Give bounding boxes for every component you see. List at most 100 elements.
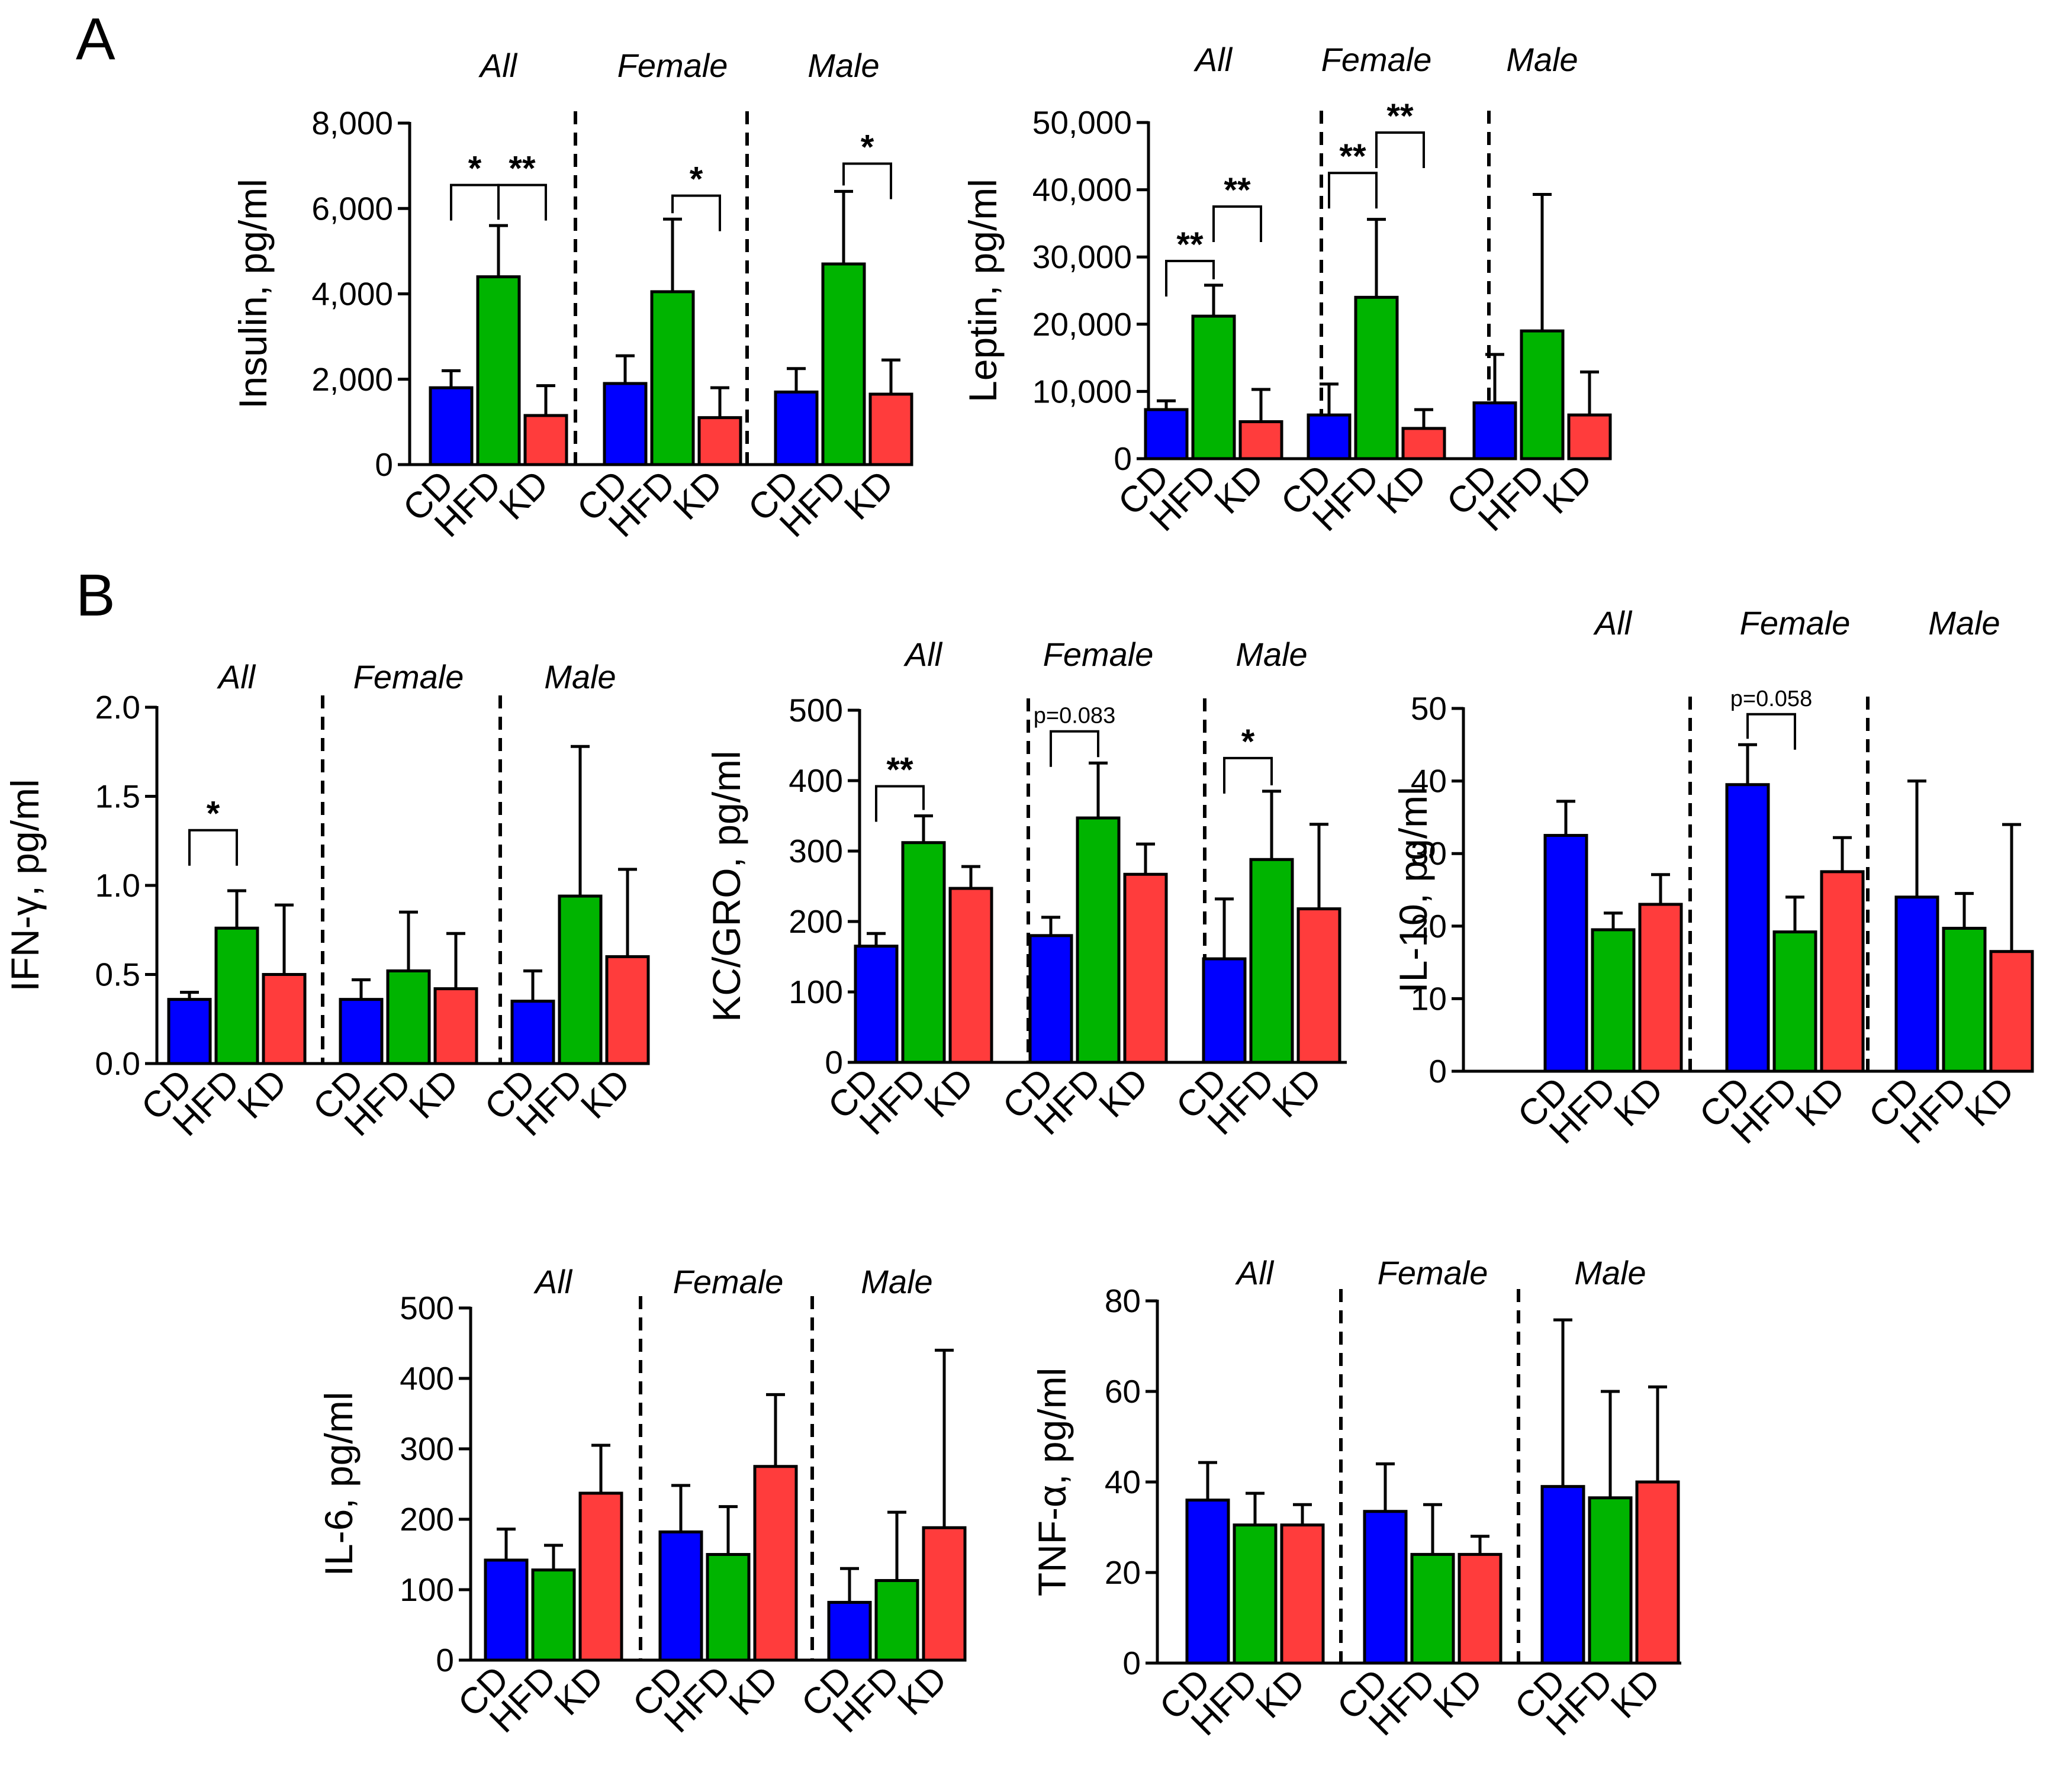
- y-axis-label: KC/GRO, pg/ml: [704, 750, 748, 1022]
- significance-label: *: [861, 128, 874, 167]
- y-axis-label: IFN-γ, pg/ml: [3, 779, 47, 991]
- group-title: Female: [1043, 636, 1154, 673]
- category-label: KD: [836, 463, 902, 528]
- significance-bracket: [842, 162, 892, 199]
- y-axis-label: TNF-α, pg/ml: [1030, 1368, 1074, 1597]
- group-title: Male: [1574, 1254, 1646, 1291]
- bar-hfd: [901, 841, 946, 1064]
- bar-hfd: [1191, 314, 1236, 460]
- bar-cd: [1725, 783, 1770, 1073]
- bar-kd: [1989, 950, 2034, 1073]
- significance-bracket: [875, 785, 925, 822]
- bar-kd: [922, 1526, 967, 1662]
- group-title: All: [1235, 1254, 1275, 1291]
- group-title: All: [903, 636, 943, 673]
- y-tick-label: 10: [1411, 980, 1447, 1017]
- group-title: All: [533, 1263, 573, 1300]
- category-label: KD: [546, 1658, 612, 1723]
- bar-cd: [1202, 957, 1247, 1064]
- bar-cd: [1028, 934, 1073, 1064]
- y-tick-label: 300: [400, 1430, 454, 1467]
- bar-hfd: [214, 926, 259, 1065]
- group-title: All: [478, 47, 518, 84]
- category-label: KD: [1957, 1069, 2022, 1135]
- category-label: KD: [401, 1062, 466, 1127]
- significance-label: p=0.058: [1730, 687, 1812, 711]
- group-title: Female: [673, 1263, 784, 1300]
- y-tick-label: 10,000: [1032, 373, 1132, 410]
- y-tick-label: 30,000: [1032, 239, 1132, 275]
- group-title: Male: [1236, 636, 1307, 673]
- category-label: KD: [573, 1062, 638, 1127]
- chart-leptin: 0 10,000 20,000 30,000 40,000 50,000 Leptin, p…: [961, 41, 1612, 539]
- y-tick-label: 400: [789, 762, 843, 799]
- y-tick-label: 8,000: [311, 105, 393, 141]
- bar-cd: [510, 1000, 555, 1065]
- bar-hfd: [1591, 928, 1636, 1073]
- bar-kd: [262, 973, 307, 1065]
- category-label: KD: [890, 1658, 955, 1723]
- chart-il6: 0 100 200 300 400 500 IL-6, pg/ml All Female Male…: [317, 1263, 967, 1741]
- bar-cd: [774, 390, 819, 466]
- bar-hfd: [1942, 926, 1987, 1073]
- significance-label: p=0.083: [1034, 704, 1115, 729]
- group-title: Male: [1506, 41, 1578, 78]
- category-label: KD: [1091, 1061, 1156, 1126]
- bar-cd: [1185, 1499, 1230, 1665]
- y-tick-label: 500: [789, 692, 843, 729]
- group-title: Male: [544, 658, 616, 695]
- y-tick-label: 40: [1105, 1464, 1141, 1500]
- y-tick-label: 0: [1114, 440, 1132, 477]
- panel-label-a: A: [76, 6, 115, 72]
- y-tick-label: 50: [1411, 690, 1447, 727]
- bar-cd: [1540, 1485, 1585, 1665]
- category-label: KD: [1265, 1061, 1330, 1126]
- bar-kd: [1401, 427, 1446, 460]
- bar-hfd: [1588, 1496, 1633, 1665]
- bar-hfd: [476, 275, 521, 466]
- bar-hfd: [1233, 1523, 1278, 1665]
- group-title: Female: [1740, 604, 1851, 642]
- y-tick-label: 20: [1411, 908, 1447, 945]
- y-tick-label: 60: [1105, 1373, 1141, 1410]
- significance-bracket: [1746, 713, 1796, 750]
- bar-hfd: [821, 262, 866, 466]
- group-title: Female: [1378, 1254, 1488, 1291]
- category-label: KD: [1369, 457, 1434, 522]
- significance-label: **: [1386, 97, 1414, 136]
- significance-label: **: [1339, 137, 1366, 176]
- y-tick-label: 200: [400, 1501, 454, 1538]
- bar-cd: [339, 998, 384, 1065]
- significance-bracket: [1375, 131, 1425, 169]
- bar-cd: [1363, 1510, 1408, 1665]
- y-tick-label: 300: [789, 833, 843, 869]
- bar-kd: [1280, 1523, 1325, 1665]
- significance-label: *: [1241, 723, 1255, 761]
- bar-cd: [1307, 413, 1352, 460]
- category-label: KD: [1206, 457, 1272, 522]
- bar-kd: [1567, 413, 1612, 460]
- bar-kd: [523, 414, 568, 466]
- chart-kcgro: 0 100 200 300 400 500 KC/GRO, pg/ml All Female Ma…: [704, 636, 1347, 1143]
- significance-label: **: [886, 751, 913, 790]
- y-tick-label: 0: [436, 1642, 454, 1678]
- significance-bracket: [1212, 205, 1262, 242]
- bar-kd: [1638, 903, 1683, 1073]
- significance-label: *: [468, 150, 482, 188]
- group-title: Male: [861, 1263, 932, 1300]
- significance-bracket: [1328, 172, 1378, 209]
- y-tick-label: 2,000: [311, 361, 393, 398]
- y-tick-label: 500: [400, 1290, 454, 1326]
- group-title: Female: [1321, 41, 1432, 78]
- panel-label-b: B: [76, 562, 115, 629]
- bar-hfd: [558, 894, 603, 1065]
- category-label: KD: [230, 1062, 295, 1127]
- y-axis-label: IL-6, pg/ml: [317, 1392, 361, 1577]
- bar-cd: [484, 1558, 529, 1662]
- bar-kd: [605, 955, 650, 1065]
- bar-kd: [868, 392, 913, 466]
- y-tick-label: 20,000: [1032, 306, 1132, 343]
